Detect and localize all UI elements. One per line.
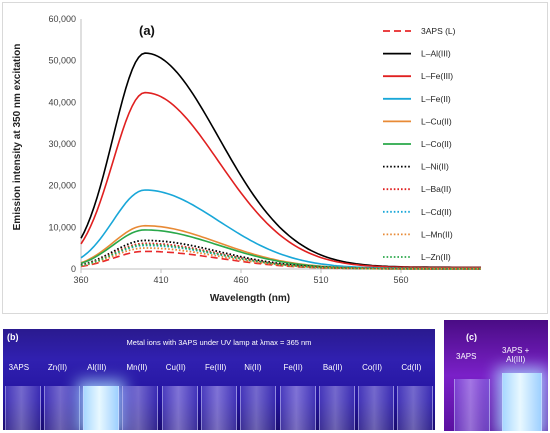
vial (240, 386, 277, 430)
vial (43, 386, 80, 430)
legend-entry: L–Fe(II) (421, 94, 451, 104)
y-tick-label: 20,000 (48, 181, 76, 191)
legend-entry: L–Fe(III) (421, 71, 453, 81)
panel-label-a: (a) (139, 23, 155, 38)
panel-label-c: (c) (466, 332, 477, 342)
vial-label: Fe(III) (205, 363, 227, 372)
x-tick-label: 510 (313, 275, 328, 285)
vial (318, 386, 355, 430)
vial-label: Fe(II) (283, 363, 303, 372)
vial-label-3aps-al: 3APS + Al(III) (502, 346, 530, 364)
vial (397, 386, 434, 430)
y-axis-title: Emission intensity at 350 nm excitation (12, 44, 23, 231)
chart-legend: 3APS (L) L–Al(III) L–Fe(III) L–Fe(II) L–Cu(I… (383, 26, 456, 262)
vial-label: Ni(II) (244, 363, 262, 372)
vial-3aps-al (502, 373, 542, 431)
legend-entry: L–Cd(II) (421, 207, 452, 217)
y-tick-label: 60,000 (48, 14, 76, 24)
vial (4, 386, 41, 430)
vial-label: 3APS (8, 363, 30, 372)
vial-label: Ba(II) (322, 363, 343, 372)
vial-label-3aps: 3APS (456, 352, 477, 361)
x-tick-label: 410 (153, 275, 168, 285)
vial-label: Co(II) (362, 363, 383, 372)
vial-label: Cd(II) (401, 363, 422, 372)
legend-entry: L–Ni(II) (421, 162, 449, 172)
x-tick-label: 460 (233, 275, 248, 285)
emission-chart-panel: 0 10,000 20,000 30,000 40,000 50,000 60,000 360… (2, 2, 548, 314)
x-tick-label: 560 (393, 275, 408, 285)
emission-chart: 0 10,000 20,000 30,000 40,000 50,000 60,000 360… (12, 14, 481, 304)
legend-entry: 3APS (L) (421, 26, 456, 36)
x-axis-title: Wavelength (nm) (210, 293, 290, 304)
series-line (80, 247, 481, 270)
vial-3aps (454, 379, 490, 431)
y-tick-label: 30,000 (48, 139, 76, 149)
legend-entry: L–Cu(II) (421, 116, 452, 126)
panel-label-b: (b) (7, 332, 19, 342)
vial-label: Mn(II) (126, 363, 148, 372)
legend-entry: L–Ba(II) (421, 184, 451, 194)
y-tick-label: 40,000 (48, 97, 76, 107)
uv-photo-panel-c: (c) 3APS 3APS + Al(III) (444, 320, 548, 431)
y-tick-label: 50,000 (48, 56, 76, 66)
series-line (80, 243, 481, 270)
series-line (80, 91, 481, 269)
vial-label: Zn(II) (47, 363, 68, 372)
chart-curves (80, 52, 481, 270)
legend-entry: L–Mn(II) (421, 229, 453, 239)
vial (201, 386, 237, 430)
vial-label: Cu(II) (165, 363, 186, 372)
legend-entry: L–Al(III) (421, 49, 451, 59)
vial (358, 386, 395, 430)
legend-entry: L–Zn(II) (421, 252, 451, 262)
vial (122, 386, 159, 430)
vial (83, 386, 120, 430)
uv-photo-panel-b: (b) Metal ions with 3APS under UV lamp a… (3, 329, 435, 430)
vial (161, 386, 198, 430)
photo-b-caption: Metal ions with 3APS under UV lamp at λm… (126, 338, 312, 347)
vial-label: Al(III) (87, 363, 107, 372)
y-tick-label: 0 (71, 264, 76, 274)
y-tick-label: 10,000 (48, 222, 76, 232)
vial (279, 386, 316, 430)
x-tick-label: 360 (73, 275, 88, 285)
legend-entry: L–Co(II) (421, 139, 452, 149)
